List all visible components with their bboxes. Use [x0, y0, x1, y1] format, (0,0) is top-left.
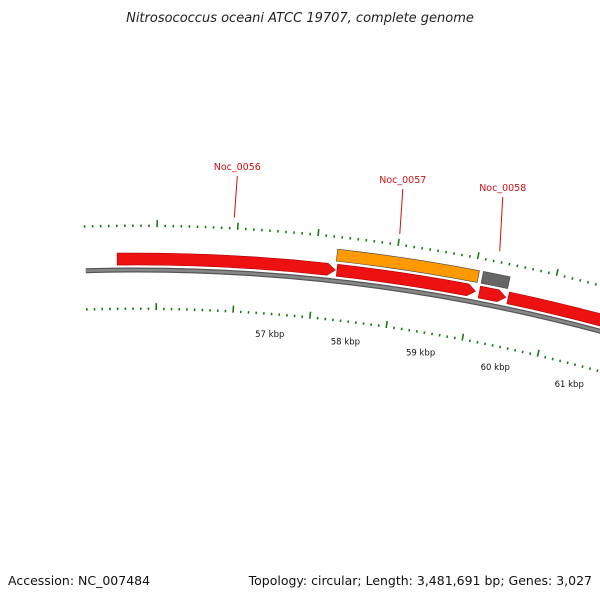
minor-tick [573, 363, 577, 367]
backbone-arc-highlight [85, 268, 600, 333]
gene-label: Noc_0057 [379, 175, 426, 186]
gene-label: Noc_0058 [479, 183, 526, 194]
minor-tick [581, 365, 584, 369]
major-tick [536, 349, 540, 357]
axis-tick-label: 59 kbp [406, 349, 435, 359]
gene-arrow [477, 285, 507, 302]
minor-tick [563, 275, 566, 278]
minor-tick [547, 271, 550, 275]
label-leader-line [233, 175, 238, 218]
accession-text: Accession: NC_007484 [8, 573, 150, 588]
major-tick [397, 238, 400, 246]
major-tick [385, 320, 388, 329]
minor-tick [529, 352, 532, 356]
gene-arrow [116, 252, 336, 276]
minor-tick [544, 355, 547, 359]
axis-tick-label: 61 kbp [555, 380, 584, 390]
gene-track [116, 252, 600, 327]
gene-label: Noc_0056 [214, 162, 261, 173]
minor-tick [532, 267, 535, 271]
upper-tick-track [83, 220, 597, 286]
axis-tick-label: 57 kbp [255, 330, 284, 340]
genome-summary-text: Topology: circular; Length: 3,481,691 bp… [248, 573, 592, 588]
minor-tick [508, 262, 511, 266]
label-leader-line [499, 196, 504, 252]
map-title: Nitrosococcus oceani ATCC 19707, complet… [126, 11, 474, 26]
minor-tick [491, 344, 494, 347]
gene-arrow [335, 263, 476, 297]
minor-tick [586, 280, 590, 284]
minor-tick [506, 347, 509, 351]
major-tick [461, 333, 465, 341]
major-tick [309, 311, 312, 319]
major-tick [555, 268, 559, 277]
gene-arrow [506, 291, 600, 327]
major-tick [476, 252, 480, 260]
label-leader-line [399, 188, 404, 234]
minor-tick [594, 282, 597, 286]
genome-backbone [85, 267, 600, 334]
minor-tick [551, 357, 554, 361]
feature-block [336, 248, 480, 283]
minor-tick [524, 266, 527, 269]
minor-tick [566, 361, 569, 365]
minor-tick [516, 264, 519, 268]
axis-tick-label: 58 kbp [331, 338, 360, 348]
minor-tick [521, 350, 524, 354]
feature-track [336, 248, 511, 289]
major-tick [317, 229, 320, 237]
minor-tick [499, 345, 502, 349]
feature-block [480, 271, 511, 289]
minor-tick [588, 367, 592, 371]
minor-tick [559, 359, 562, 363]
minor-tick [596, 369, 599, 373]
minor-tick [539, 269, 543, 273]
minor-tick [514, 348, 517, 352]
lower-tick-track [86, 303, 599, 373]
minor-tick [571, 277, 574, 280]
axis-tick-label: 60 kbp [481, 363, 510, 373]
minor-tick [579, 278, 582, 282]
